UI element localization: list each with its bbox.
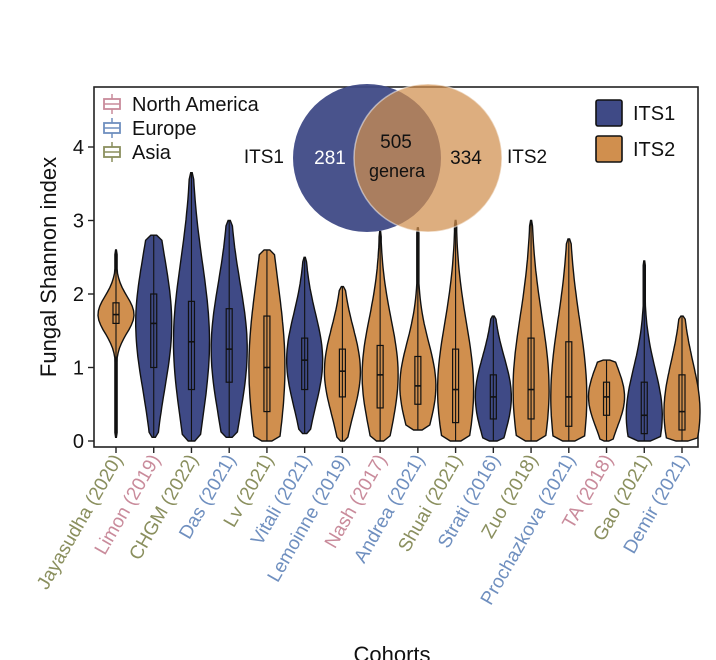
violin-box bbox=[640, 381, 648, 435]
violin-box bbox=[565, 341, 573, 427]
legend-item-europe: Europe bbox=[103, 118, 197, 140]
y-axis-ticks: 0 1 2 3 4 bbox=[73, 137, 94, 453]
venn-left-only-count: 281 bbox=[314, 148, 346, 169]
violin-5 bbox=[248, 249, 286, 442]
y-tick-label: 3 bbox=[73, 211, 84, 233]
marker-legend: ITS1 ITS2 bbox=[595, 99, 675, 163]
violin-16 bbox=[663, 315, 701, 442]
y-tick-label: 1 bbox=[73, 358, 84, 380]
violin-3 bbox=[172, 172, 211, 442]
y-tick-label: 0 bbox=[73, 431, 84, 453]
violin-box bbox=[452, 348, 460, 424]
violin-13 bbox=[550, 238, 588, 442]
y-axis-label: Fungal Shannon index bbox=[36, 157, 61, 377]
violin-box bbox=[414, 355, 422, 405]
violin-box bbox=[678, 374, 686, 431]
violin-7 bbox=[323, 285, 362, 442]
venn-diagram: ITS1 ITS2 281 505 genera 334 bbox=[244, 83, 547, 233]
violin-1 bbox=[97, 249, 135, 438]
violin-15 bbox=[625, 260, 664, 442]
violin-4 bbox=[210, 219, 248, 438]
legend-label: ITS1 bbox=[633, 103, 675, 125]
legend-item-its2: ITS2 bbox=[595, 135, 675, 163]
violin-6 bbox=[286, 256, 324, 435]
violin-box bbox=[527, 337, 535, 420]
x-axis-ticks: Jayasudha (2020)Limon (2019)CHGM (2022)D… bbox=[33, 447, 693, 609]
violin-box bbox=[112, 302, 120, 325]
venn-right-label: ITS2 bbox=[507, 147, 547, 168]
venn-shared-count: 505 bbox=[380, 132, 412, 153]
violin-box bbox=[376, 344, 384, 409]
plot-frame bbox=[93, 86, 699, 448]
legend-item-asia: Asia bbox=[103, 142, 172, 164]
violin-14 bbox=[587, 359, 626, 442]
x-axis-label: Cohorts bbox=[353, 642, 430, 660]
violin-box bbox=[225, 308, 233, 383]
legend-item-its1: ITS1 bbox=[595, 99, 675, 127]
venn-its2-circle bbox=[353, 83, 503, 233]
violin-box bbox=[150, 293, 158, 369]
legend-label: Europe bbox=[132, 118, 197, 140]
venn-right-only-count: 334 bbox=[450, 148, 482, 169]
violin-series bbox=[97, 172, 701, 442]
violin-box bbox=[187, 300, 196, 391]
y-tick-label: 4 bbox=[73, 137, 84, 159]
legend-label: North America bbox=[132, 94, 260, 116]
violin-11 bbox=[474, 315, 512, 442]
venn-shared-label: genera bbox=[369, 161, 426, 181]
legend-item-north-america: North America bbox=[103, 94, 260, 116]
violin-9 bbox=[399, 227, 437, 431]
violin-2 bbox=[135, 234, 173, 438]
violin-box bbox=[263, 315, 271, 413]
violin-box bbox=[301, 337, 309, 391]
venn-left-label: ITS1 bbox=[244, 147, 284, 168]
legend-label: Asia bbox=[132, 142, 172, 164]
violin-8 bbox=[361, 230, 399, 442]
legend-label: ITS2 bbox=[633, 139, 675, 161]
legend-swatch bbox=[595, 135, 623, 163]
legend-swatch bbox=[595, 99, 623, 127]
violin-box bbox=[602, 381, 611, 416]
violin-12 bbox=[512, 219, 550, 442]
violin-box bbox=[338, 348, 346, 398]
y-tick-label: 2 bbox=[73, 284, 84, 306]
violin-10 bbox=[436, 219, 475, 442]
